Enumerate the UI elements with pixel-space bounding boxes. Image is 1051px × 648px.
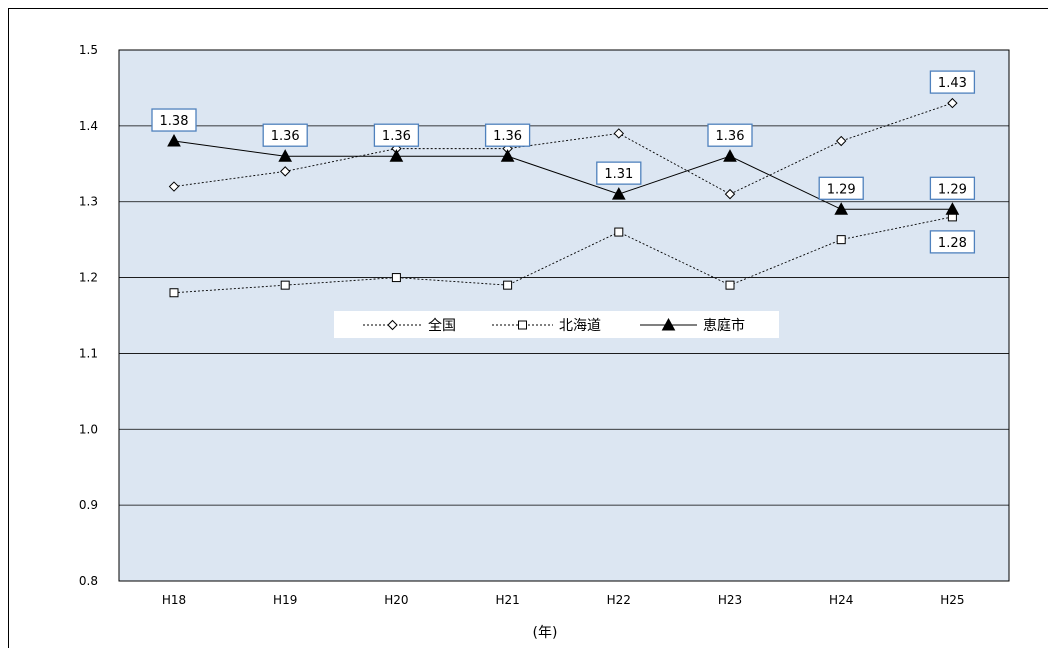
chart-frame <box>8 8 1048 648</box>
x-tick-label: H23 <box>718 593 742 607</box>
legend-label: 恵庭市 <box>703 317 745 334</box>
y-tick-label: 1.1 <box>79 346 98 360</box>
data-label-box <box>484 123 531 147</box>
marker-square <box>518 320 527 330</box>
data-label-box <box>929 70 976 94</box>
data-label: 1.36 <box>382 129 411 144</box>
data-label: 1.29 <box>827 182 856 197</box>
x-tick-label: H19 <box>273 593 297 607</box>
marker-triangle <box>661 317 676 331</box>
data-label: 1.29 <box>938 182 967 197</box>
data-label-box <box>818 176 864 200</box>
marker-triangle <box>611 187 626 200</box>
data-label: 1.38 <box>160 114 189 129</box>
marker-diamond <box>168 181 180 192</box>
marker-diamond <box>947 97 958 109</box>
marker-square <box>503 280 513 290</box>
y-tick-label: 0.8 <box>79 574 98 588</box>
marker-triangle <box>834 202 849 215</box>
marker-diamond <box>613 128 625 139</box>
x-tick-label: H24 <box>829 593 853 607</box>
marker-diamond <box>387 319 398 331</box>
marker-triangle <box>500 149 515 162</box>
data-label-box <box>373 123 420 147</box>
marker-square <box>169 288 179 298</box>
data-label: 1.36 <box>493 129 522 144</box>
series-layer <box>167 97 960 298</box>
legend: 全国 北海道 恵庭市 <box>334 311 779 338</box>
x-tick-label: H22 <box>607 593 631 607</box>
y-tick-label: 1.5 <box>79 43 98 57</box>
series-line <box>173 216 953 294</box>
data-label-box <box>151 108 197 132</box>
marker-square <box>280 280 290 290</box>
marker-triangle <box>167 133 181 147</box>
series-line <box>173 140 953 210</box>
x-tick-label: H21 <box>495 593 519 607</box>
data-label-box <box>929 176 976 200</box>
x-tick-label: H25 <box>940 593 964 607</box>
data-label-box <box>707 123 753 147</box>
y-tick-label: 1.2 <box>79 271 98 285</box>
data-labels: 1.43 1.28 1.38 1.36 1.36 1.36 1.31 1.36 1.29 1.29 <box>151 70 976 254</box>
series-line <box>173 102 953 195</box>
marker-triangle <box>389 149 404 162</box>
x-tick-label: H20 <box>384 593 408 607</box>
marker-triangle <box>723 149 737 162</box>
y-tick-label: 1.0 <box>79 422 98 436</box>
data-label-box <box>929 230 976 254</box>
data-label: 1.36 <box>716 129 745 144</box>
y-tick-label: 1.4 <box>79 119 98 133</box>
y-tick-label: 0.9 <box>79 498 98 512</box>
marker-square <box>614 227 624 237</box>
y-axis-ticks: 0.8 0.9 1.0 1.1 1.2 1.3 1.4 1.5 <box>79 43 98 588</box>
marker-triangle <box>278 149 293 162</box>
x-axis-label: (年) <box>533 625 558 641</box>
marker-square <box>725 280 735 290</box>
x-tick-label: H18 <box>162 593 186 607</box>
data-label: 1.36 <box>271 129 300 144</box>
x-axis-ticks: H18 H19 H20 H21 H22 H23 H24 H25 <box>162 593 965 607</box>
data-label-box <box>262 123 308 147</box>
data-label: 1.43 <box>938 76 967 91</box>
marker-square <box>391 273 401 283</box>
marker-diamond <box>279 166 291 177</box>
data-label-box <box>596 161 642 185</box>
data-label: 1.28 <box>938 236 967 251</box>
marker-square <box>836 235 846 245</box>
legend-label: 全国 <box>428 317 456 334</box>
y-tick-label: 1.3 <box>79 195 98 209</box>
legend-label: 北海道 <box>559 318 601 334</box>
marker-triangle <box>945 202 960 215</box>
marker-diamond <box>724 188 736 200</box>
marker-diamond <box>835 135 847 147</box>
data-label: 1.31 <box>604 167 633 182</box>
